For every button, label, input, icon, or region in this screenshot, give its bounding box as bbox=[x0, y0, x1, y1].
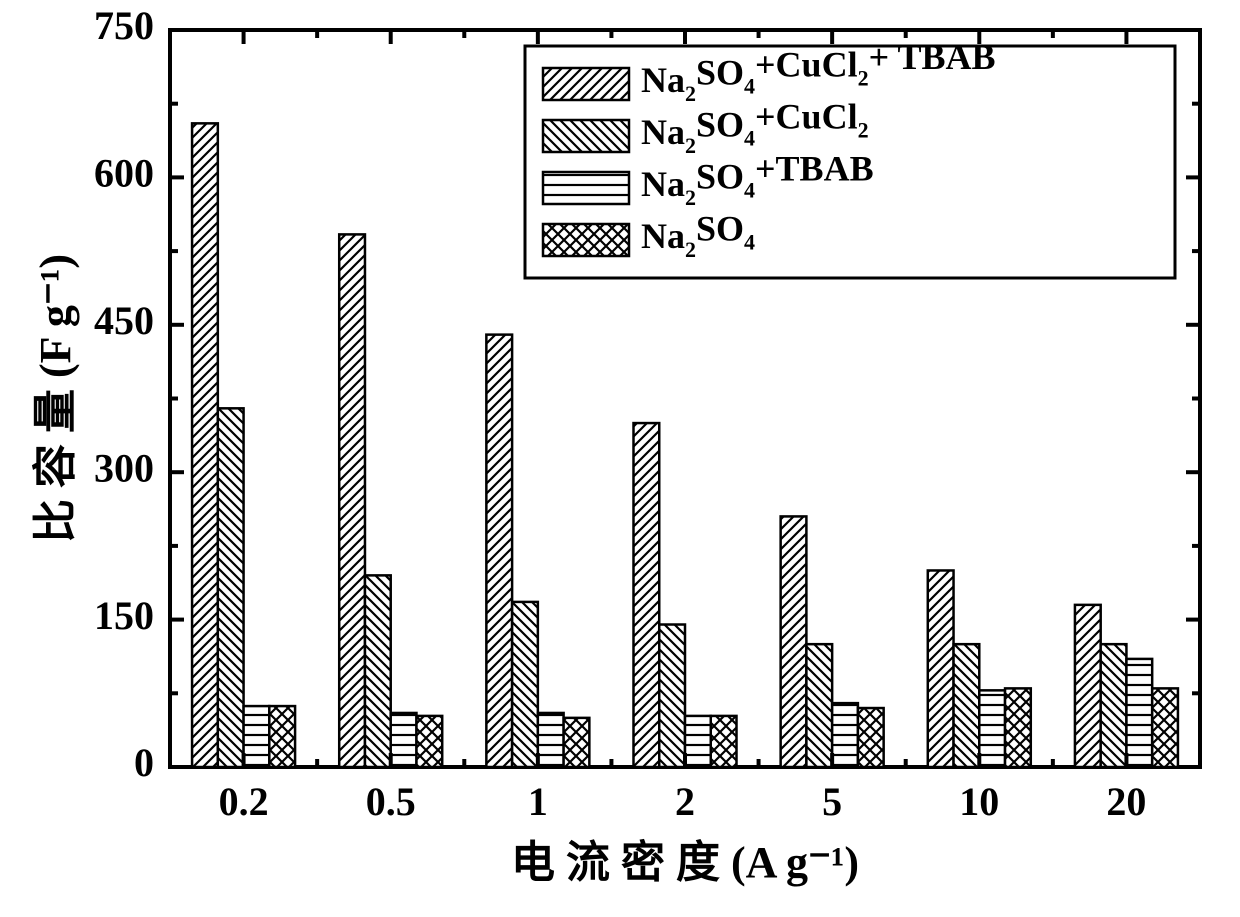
legend-swatch bbox=[543, 172, 629, 204]
y-axis-label: 比 容 量 (F g⁻¹) bbox=[31, 254, 80, 543]
x-tick-label: 20 bbox=[1106, 779, 1146, 824]
bar bbox=[192, 123, 218, 767]
bar bbox=[781, 516, 807, 767]
bar bbox=[486, 335, 512, 767]
bar bbox=[928, 570, 954, 767]
bar bbox=[416, 716, 442, 767]
x-tick-label: 0.5 bbox=[366, 779, 416, 824]
y-tick-label: 150 bbox=[94, 593, 154, 638]
bar bbox=[685, 716, 711, 767]
bar bbox=[512, 602, 538, 767]
bar bbox=[711, 716, 737, 767]
x-tick-label: 5 bbox=[822, 779, 842, 824]
bar bbox=[806, 644, 832, 767]
y-tick-label: 450 bbox=[94, 298, 154, 343]
x-tick-label: 2 bbox=[675, 779, 695, 824]
bar bbox=[564, 718, 590, 767]
bar bbox=[269, 706, 295, 767]
bar bbox=[218, 408, 244, 767]
legend-swatch bbox=[543, 224, 629, 256]
chart-container: 0 150 300 450 600 750 比 容 量 (F g⁻¹) 0.2 0.5 1 2 5 10… bbox=[0, 0, 1240, 917]
bar-chart: 0 150 300 450 600 750 比 容 量 (F g⁻¹) 0.2 0.5 1 2 5 10… bbox=[0, 0, 1240, 917]
bar bbox=[858, 708, 884, 767]
x-tick-label: 10 bbox=[959, 779, 999, 824]
bar bbox=[391, 713, 417, 767]
bar bbox=[1152, 688, 1178, 767]
legend-swatch bbox=[543, 68, 629, 100]
x-tick-label: 0.2 bbox=[219, 779, 269, 824]
legend-swatch bbox=[543, 120, 629, 152]
bar bbox=[659, 625, 685, 767]
bar bbox=[365, 575, 391, 767]
bar bbox=[832, 703, 858, 767]
y-tick-label: 600 bbox=[94, 151, 154, 196]
y-tick-label: 300 bbox=[94, 445, 154, 490]
bar bbox=[1075, 605, 1101, 767]
y-tick-label: 750 bbox=[94, 3, 154, 48]
bar bbox=[339, 234, 365, 767]
bar bbox=[244, 706, 270, 767]
y-tick-label: 0 bbox=[134, 740, 154, 785]
x-axis-label: 电 流 密 度 (A g⁻¹) bbox=[511, 838, 859, 887]
bar bbox=[1126, 659, 1152, 767]
bar bbox=[954, 644, 980, 767]
x-tick-label: 1 bbox=[528, 779, 548, 824]
bar bbox=[1101, 644, 1127, 767]
bar bbox=[538, 713, 564, 767]
bar bbox=[979, 690, 1005, 767]
bar bbox=[634, 423, 660, 767]
bar bbox=[1005, 688, 1031, 767]
